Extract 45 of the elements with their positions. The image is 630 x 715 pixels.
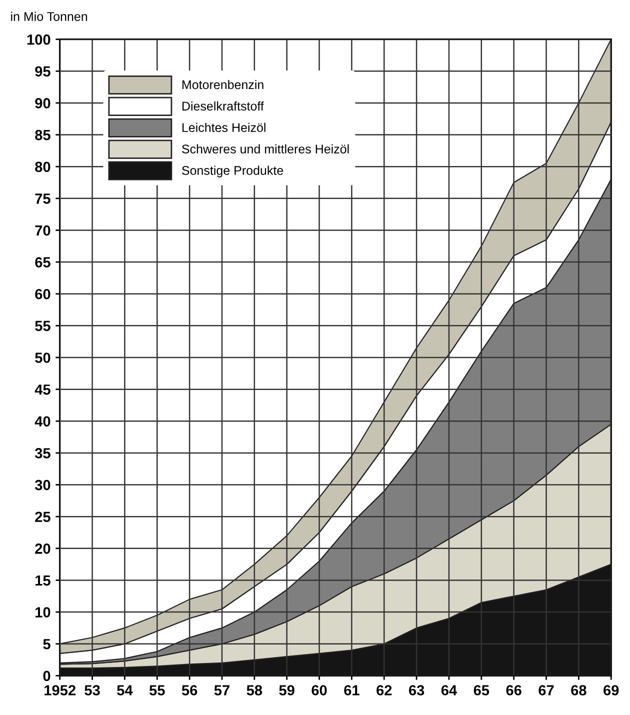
y-tick-label: 90 (35, 98, 50, 108)
x-tick-label: 59 (279, 685, 294, 696)
y-tick-label: 85 (35, 130, 50, 140)
x-tick-label: 55 (149, 685, 165, 696)
legend-label: Sonstige Produkte (182, 166, 284, 178)
x-tick-label: 61 (344, 685, 360, 696)
x-tick-label: 65 (474, 685, 490, 696)
y-tick-label: 30 (34, 480, 50, 490)
x-tick-label: 69 (604, 685, 619, 696)
x-tick-label: 63 (408, 685, 424, 696)
y-tick-label: 75 (35, 194, 50, 204)
y-tick-label: 100 (27, 34, 50, 45)
y-tick-label: 5 (43, 639, 50, 650)
x-tick-label: 58 (246, 685, 262, 696)
x-tick-label: 60 (312, 685, 327, 696)
x-tick-label: 67 (538, 685, 554, 696)
x-tick-label: 1952 (44, 685, 76, 696)
y-tick-label: 10 (36, 607, 50, 618)
y-tick-label: 25 (35, 512, 50, 522)
legend-label: Schweres und mittleres Heizöl (182, 144, 349, 154)
legend-label: Leichtes Heizöl (182, 122, 266, 132)
x-tick-label: 68 (571, 685, 586, 696)
y-tick-label: 45 (34, 384, 50, 395)
x-tick-label: 66 (506, 685, 522, 696)
x-tick-label: 64 (441, 685, 457, 696)
y-tick-label: 35 (34, 448, 50, 458)
legend-label: Dieselkraftstoff (182, 101, 264, 111)
y-axis-title: in Mio Tonnen (11, 12, 88, 21)
legend-label: Motorenbenzin (182, 80, 264, 90)
x-tick-label: 62 (376, 685, 392, 696)
y-tick-label: 55 (35, 320, 50, 332)
y-tick-label: 95 (35, 66, 50, 77)
y-tick-label: 50 (35, 352, 50, 363)
x-tick-label: 56 (182, 685, 198, 696)
x-tick-label: 53 (84, 685, 100, 696)
x-tick-label: 54 (117, 685, 133, 696)
y-tick-label: 15 (36, 575, 50, 586)
y-tick-label: 70 (35, 225, 50, 236)
y-tick-label: 20 (35, 544, 50, 554)
y-tick-label: 80 (35, 162, 50, 172)
x-tick-label: 57 (214, 685, 230, 696)
y-tick-label: 65 (35, 257, 50, 268)
y-tick-label: 60 (35, 288, 50, 300)
y-tick-label: 0 (43, 670, 50, 682)
y-tick-label: 40 (34, 416, 50, 427)
